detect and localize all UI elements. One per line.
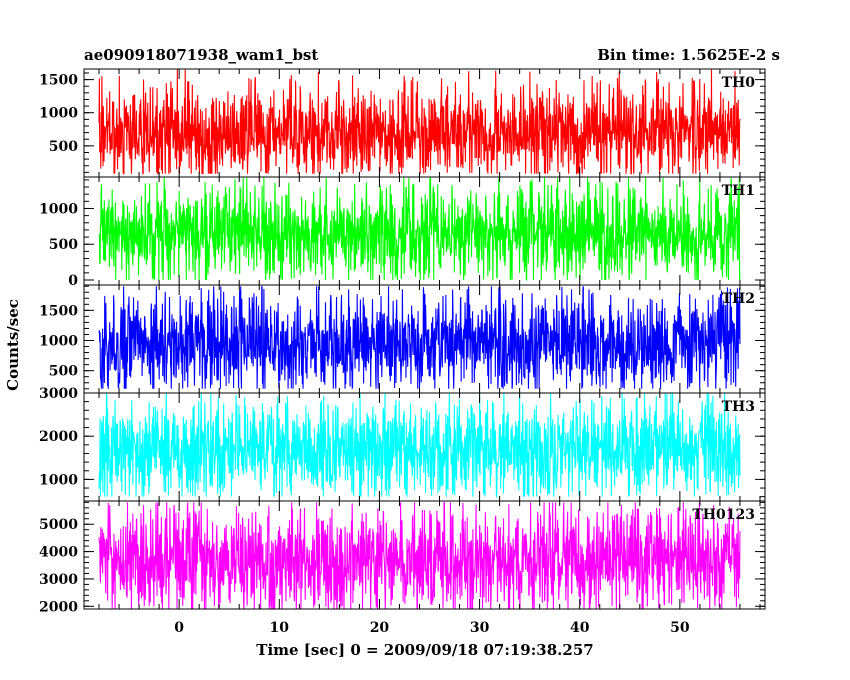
x-tick-label: 10 — [270, 620, 290, 636]
panel-label-th3: TH3 — [722, 399, 755, 415]
panel-th0: 500 1000 1500 TH0 — [39, 68, 766, 178]
x-tick-label: 50 — [670, 620, 690, 636]
panel-label-th0: TH0 — [722, 75, 756, 91]
panel-th1: 0 500 1000 TH1 — [39, 176, 766, 289]
y-tick-label: 1500 — [39, 73, 78, 89]
panel-label-th2: TH2 — [722, 291, 755, 307]
series-th3-line — [98, 393, 741, 498]
series-th2-line — [98, 285, 741, 390]
panel-label-th1: TH1 — [722, 183, 755, 199]
y-tick-label: 1000 — [39, 201, 78, 217]
y-tick-label: 4000 — [39, 545, 78, 561]
x-axis: 0 10 20 30 40 50 — [174, 620, 690, 636]
chart-title: ae090918071938_wam1_bst — [84, 46, 318, 64]
y-tick-label: 0 — [68, 273, 78, 289]
panel-frame — [83, 500, 766, 610]
series-th1-line — [98, 177, 741, 281]
y-tick-label: 500 — [49, 364, 78, 380]
y-tick-label: 1000 — [39, 472, 78, 488]
y-tick-label: 2000 — [39, 599, 78, 615]
y-tick-label: 5000 — [39, 517, 78, 533]
y-axis-label: Counts/sec — [4, 299, 22, 391]
x-tick-label: 40 — [570, 620, 590, 636]
series-th0-line — [98, 69, 741, 175]
y-tick-label: 1500 — [39, 303, 78, 319]
y-tick-label: 500 — [49, 139, 78, 155]
panel-th3: 1000 2000 3000 TH3 — [39, 386, 766, 502]
y-tick-label: 2000 — [39, 429, 78, 445]
x-axis-label: Time [sec] 0 = 2009/09/18 07:19:38.257 — [256, 641, 593, 659]
y-tick-label: 500 — [49, 237, 78, 253]
x-tick-label: 0 — [174, 620, 184, 636]
series-th0123-line — [98, 501, 741, 609]
y-tick-label: 3000 — [39, 572, 78, 588]
y-tick-label: 1000 — [39, 106, 78, 122]
panel-label-th0123: TH0123 — [692, 507, 755, 523]
panel-th0123: 2000 3000 4000 5000 TH0123 — [39, 500, 766, 615]
panel-th2: 500 1000 1500 TH2 — [39, 284, 766, 394]
panels-group: 500 1000 1500 TH0 0 500 1000 TH1 500 1000 1500 TH2 1… — [39, 68, 766, 615]
y-tick-label: 1000 — [39, 334, 78, 350]
x-tick-label: 20 — [370, 620, 390, 636]
y-tick-label: 3000 — [39, 386, 78, 402]
x-tick-label: 30 — [470, 620, 490, 636]
bin-time-label: Bin time: 1.5625E-2 s — [597, 46, 780, 64]
